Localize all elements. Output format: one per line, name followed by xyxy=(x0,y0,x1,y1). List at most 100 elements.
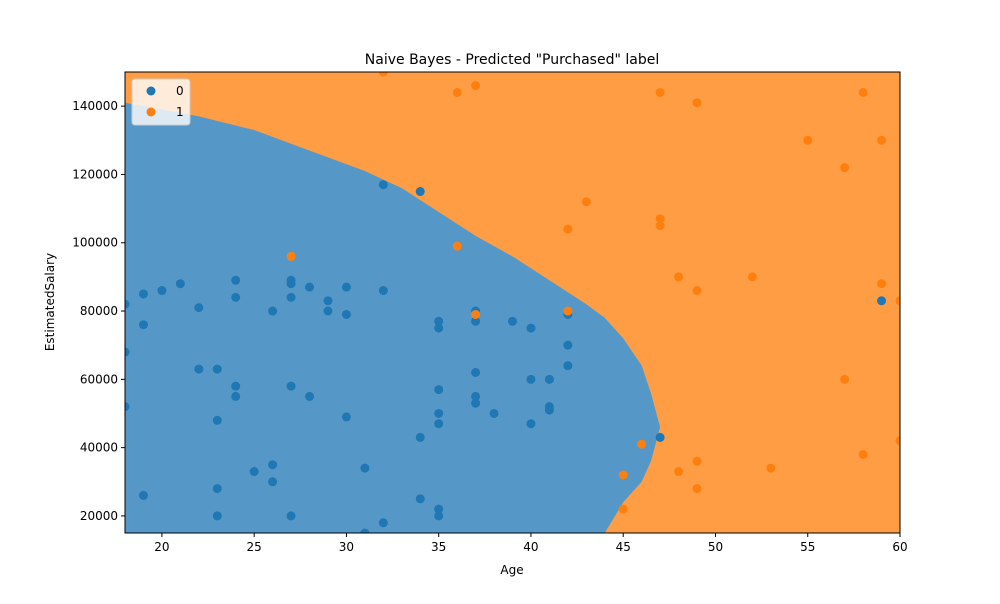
scatter-point-class-0 xyxy=(526,374,536,384)
scatter-point-class-1 xyxy=(674,467,684,477)
scatter-point-class-1 xyxy=(766,463,776,473)
scatter-point-class-0 xyxy=(212,415,222,425)
scatter-point-class-0 xyxy=(434,419,444,429)
y-tick-label: 120000 xyxy=(72,167,118,181)
scatter-point-class-1 xyxy=(618,470,628,480)
scatter-point-class-0 xyxy=(286,279,296,289)
scatter-point-class-0 xyxy=(378,518,388,528)
scatter-point-class-1 xyxy=(471,309,481,319)
legend-marker-0 xyxy=(146,86,156,96)
scatter-point-class-0 xyxy=(341,309,351,319)
scatter-point-class-1 xyxy=(692,456,702,466)
scatter-point-class-1 xyxy=(895,296,900,306)
scatter-point-class-1 xyxy=(378,72,388,77)
scatter-point-class-0 xyxy=(194,303,204,313)
x-tick-label: 50 xyxy=(708,540,723,554)
scatter-point-class-0 xyxy=(655,432,665,442)
y-tick-label: 100000 xyxy=(72,236,118,250)
legend-marker-1 xyxy=(146,107,156,117)
scatter-point-class-0 xyxy=(231,275,241,285)
legend-label-1: 1 xyxy=(176,105,184,119)
scatter-point-class-1 xyxy=(840,374,850,384)
scatter-point-class-0 xyxy=(877,296,887,306)
scatter-point-class-0 xyxy=(305,391,315,401)
scatter-point-class-0 xyxy=(434,408,444,418)
scatter-point-class-1 xyxy=(655,87,665,97)
scatter-point-class-1 xyxy=(563,224,573,234)
scatter-point-class-0 xyxy=(360,463,370,473)
scatter-point-class-1 xyxy=(858,449,868,459)
scatter-point-class-0 xyxy=(231,292,241,302)
scatter-point-class-0 xyxy=(212,364,222,374)
scatter-point-class-0 xyxy=(138,320,148,330)
y-tick-label: 140000 xyxy=(72,99,118,113)
scatter-point-class-1 xyxy=(674,272,684,282)
scatter-point-class-0 xyxy=(378,180,388,190)
scatter-point-class-0 xyxy=(434,511,444,521)
scatter-point-class-0 xyxy=(286,511,296,521)
chart-title: Naive Bayes - Predicted "Purchased" labe… xyxy=(365,52,659,68)
scatter-point-class-1 xyxy=(286,251,296,261)
x-tick-label: 60 xyxy=(892,540,907,554)
y-tick-label: 80000 xyxy=(80,304,118,318)
scatter-point-class-0 xyxy=(415,187,425,197)
x-tick-label: 20 xyxy=(154,540,169,554)
x-tick-label: 40 xyxy=(523,540,538,554)
scatter-point-class-0 xyxy=(415,494,425,504)
scatter-point-class-1 xyxy=(895,436,900,446)
scatter-point-class-0 xyxy=(471,368,481,378)
scatter-point-class-0 xyxy=(563,361,573,371)
scatter-point-class-0 xyxy=(434,323,444,333)
scatter-point-class-0 xyxy=(471,398,481,408)
scatter-point-class-0 xyxy=(138,490,148,500)
scatter-point-class-0 xyxy=(434,504,444,514)
scatter-point-class-1 xyxy=(452,241,462,251)
scatter-point-class-1 xyxy=(655,214,665,224)
scatter-point-class-0 xyxy=(268,460,278,470)
scatter-point-class-0 xyxy=(323,306,333,316)
x-tick-label: 45 xyxy=(616,540,631,554)
scatter-point-class-1 xyxy=(803,135,813,145)
scatter-point-class-1 xyxy=(618,504,628,514)
scatter-point-class-1 xyxy=(692,98,702,108)
x-tick-label: 25 xyxy=(247,540,262,554)
scatter-point-class-0 xyxy=(434,316,444,326)
scatter-point-class-0 xyxy=(268,306,278,316)
legend-label-0: 0 xyxy=(176,84,184,98)
scatter-point-class-0 xyxy=(212,511,222,521)
scatter-point-class-0 xyxy=(175,279,185,289)
scatter-point-class-1 xyxy=(877,279,887,289)
scatter-point-class-0 xyxy=(323,296,333,306)
scatter-point-class-0 xyxy=(249,467,259,477)
scatter-point-class-0 xyxy=(138,289,148,299)
scatter-point-class-0 xyxy=(471,391,481,401)
scatter-point-class-0 xyxy=(434,385,444,395)
scatter-point-class-0 xyxy=(471,316,481,326)
scatter-point-class-0 xyxy=(305,282,315,292)
scatter-point-class-0 xyxy=(125,347,130,357)
scatter-point-class-1 xyxy=(692,484,702,494)
scatter-point-class-1 xyxy=(747,272,757,282)
y-tick-label: 60000 xyxy=(80,372,118,386)
scatter-point-class-0 xyxy=(544,405,554,415)
scatter-point-class-0 xyxy=(508,316,517,326)
scatter-point-class-1 xyxy=(581,197,591,207)
scatter-point-class-0 xyxy=(231,381,241,391)
scatter-point-class-0 xyxy=(212,484,222,494)
scatter-point-class-0 xyxy=(526,323,536,333)
scatter-point-class-0 xyxy=(563,340,573,350)
scatter-point-class-1 xyxy=(637,439,647,449)
x-tick-label: 30 xyxy=(339,540,354,554)
scatter-point-class-0 xyxy=(544,374,554,384)
legend-frame xyxy=(131,78,191,126)
scatter-point-class-0 xyxy=(489,408,499,418)
scatter-point-class-0 xyxy=(286,292,296,302)
scatter-point-class-0 xyxy=(157,286,167,296)
scatter-point-class-1 xyxy=(877,135,887,145)
scatter-point-class-0 xyxy=(194,364,204,374)
scatter-point-class-0 xyxy=(378,286,388,296)
scatter-point-class-0 xyxy=(231,391,241,401)
x-tick-label: 35 xyxy=(431,540,446,554)
